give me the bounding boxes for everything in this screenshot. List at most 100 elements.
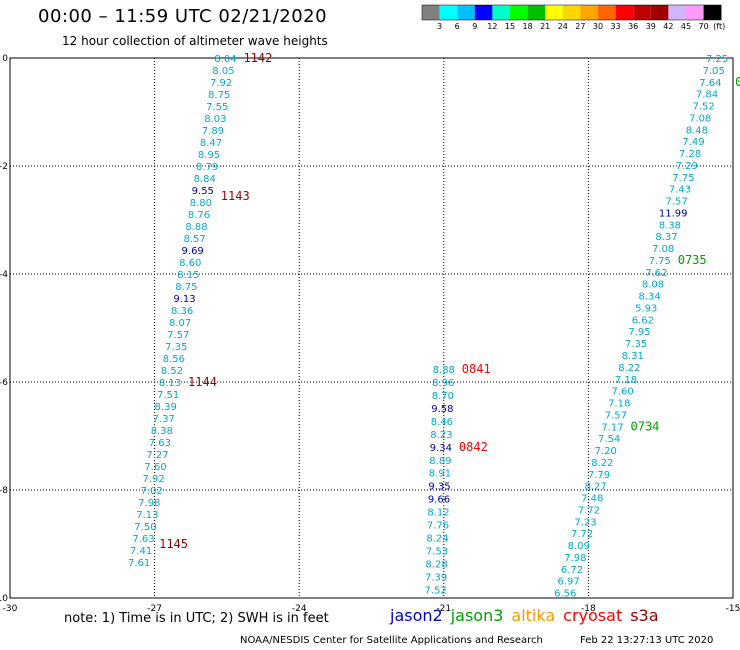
swh-value: 8.57: [183, 234, 205, 245]
swh-value: 8.38: [659, 220, 681, 231]
x-tick-label: -21: [436, 604, 451, 614]
colorbar-swatch: [457, 5, 475, 20]
swh-value: 8.56: [163, 354, 185, 365]
colorbar-frame: [421, 4, 722, 21]
swh-value: 9.55: [192, 186, 214, 197]
colorbar-label: 33: [611, 22, 621, 31]
swh-value: 8.95: [198, 150, 220, 161]
swh-value: 8.22: [591, 458, 613, 469]
colorbar-swatch: [527, 5, 546, 20]
swh-value: 8.75: [175, 282, 197, 293]
colorbar-label: 42: [663, 22, 673, 31]
x-tick-label: -24: [292, 604, 307, 614]
colorbar-label: 27: [575, 22, 585, 31]
y-tick-label: -10: [0, 594, 8, 604]
swh-value: 8.36: [171, 306, 193, 317]
colorbar-swatch: [474, 5, 493, 20]
colorbar-swatch: [492, 5, 510, 20]
swh-value: 7.39: [425, 572, 447, 583]
legend-cryosat: cryosat: [563, 606, 623, 625]
y-tick-label: -2: [0, 162, 8, 172]
colorbar-label: 30: [593, 22, 603, 31]
swh-value: 8.47: [200, 138, 222, 149]
swh-value: 7.53: [426, 546, 448, 557]
swh-value: 7.98: [138, 498, 160, 509]
colorbar-label: 18: [523, 22, 533, 31]
swh-value: 7.55: [206, 102, 228, 113]
legend-altika: altika: [511, 606, 556, 625]
swh-value: 8.91: [429, 469, 451, 480]
swh-value: 6.62: [632, 315, 654, 326]
colorbar-swatch: [615, 5, 634, 20]
chart-subtitle: 12 hour collection of altimeter wave hei…: [62, 34, 328, 48]
swh-value: 7.29: [676, 161, 698, 172]
swh-value: 7.18: [608, 399, 630, 410]
swh-value: 8.88: [433, 365, 455, 376]
swh-value: 8.84: [194, 174, 216, 185]
swh-value: 8.70: [432, 391, 454, 402]
swh-value: 6.97: [558, 577, 580, 588]
legend-jason3: jason3: [450, 606, 504, 625]
colorbar-label: 70: [699, 22, 709, 31]
swh-value: 6.56: [554, 589, 576, 600]
colorbar-swatch: [439, 5, 458, 20]
time-label: 0841: [462, 362, 491, 376]
x-tick-label: -18: [581, 604, 596, 614]
swh-value: 8.31: [622, 351, 644, 362]
swh-value: 8.88: [185, 222, 207, 233]
swh-value: 7.23: [574, 517, 596, 528]
y-tick-label: -6: [0, 378, 8, 388]
swh-value: 7.75: [672, 173, 694, 184]
swh-value: 8.52: [161, 366, 183, 377]
colorbar-label: 9: [472, 22, 477, 31]
colorbar-swatch: [580, 5, 598, 20]
time-label: 0734: [631, 419, 660, 433]
swh-value: 8.76: [188, 210, 210, 221]
swh-value: 7.89: [202, 126, 224, 137]
time-label: 0842: [459, 440, 488, 454]
swh-value: 7.63: [149, 438, 171, 449]
colorbar-swatch: [633, 5, 651, 20]
swh-value: 8.13: [159, 378, 181, 389]
swh-value: 8.39: [155, 402, 177, 413]
colorbar-label: 36: [628, 22, 638, 31]
colorbar-swatch: [545, 5, 563, 20]
swh-value: 7.02: [141, 486, 163, 497]
swh-value: 8.03: [204, 114, 226, 125]
colorbar-swatch: [668, 5, 686, 20]
swh-value: 9.69: [182, 246, 204, 257]
swh-value: 7.75: [649, 256, 671, 267]
swh-value: 7.64: [699, 78, 721, 89]
swh-value: 7.17: [601, 422, 623, 433]
swh-value: 9.66: [428, 495, 450, 506]
colorbar-label: 12: [487, 22, 497, 31]
time-label: 1143: [221, 189, 250, 203]
swh-value: 9.35: [428, 482, 450, 493]
swh-value: 7.84: [696, 90, 718, 101]
swh-value: 7.57: [167, 330, 189, 341]
swh-value: 7.60: [144, 462, 166, 473]
swh-value: 8.15: [177, 270, 199, 281]
time-label: 1142: [243, 51, 272, 65]
swh-value: 7.27: [146, 450, 168, 461]
swh-value: 8.28: [425, 559, 447, 570]
swh-value: 7.57: [605, 410, 627, 421]
satellite-legend: jason2 jason3 altika cryosat s3a: [390, 606, 667, 625]
swh-value: 8.09: [568, 541, 590, 552]
swh-value: 7.79: [588, 470, 610, 481]
colorbar-label: 24: [558, 22, 568, 31]
colorbar-label: 3: [437, 22, 442, 31]
time-label: 0736: [735, 75, 740, 89]
swh-value: 7.61: [128, 558, 150, 569]
swh-value: 5.93: [635, 303, 657, 314]
colorbar-swatch: [703, 5, 722, 20]
swh-value: 8.07: [169, 318, 191, 329]
swh-value: 7.72: [571, 529, 593, 540]
swh-value: 8.24: [426, 534, 448, 545]
swh-value: 7.57: [665, 197, 687, 208]
swh-value: 8.60: [179, 258, 201, 269]
swh-value: 7.48: [581, 494, 603, 505]
swh-value: 9.34: [430, 443, 452, 454]
swh-value: 7.54: [598, 434, 620, 445]
